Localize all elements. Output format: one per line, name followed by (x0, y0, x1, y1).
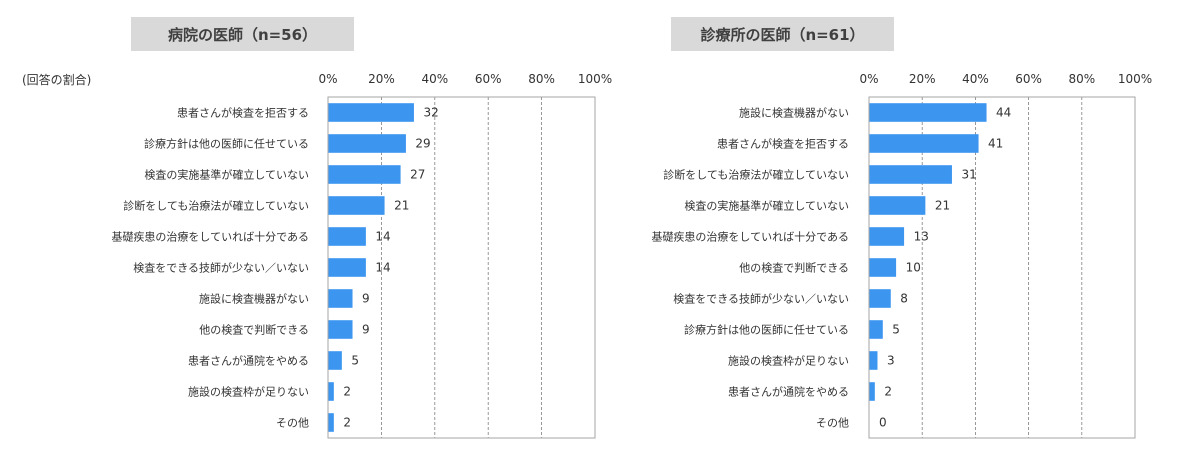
clinic-category-label: 施設の検査枠が足りない (728, 354, 849, 368)
clinic-category-label: 検査をできる技師が少ない／いない (673, 292, 849, 306)
hospital-tick-label: 0% (318, 72, 337, 86)
hospital-bar (328, 227, 366, 246)
hospital-tick-label: 20% (368, 72, 395, 86)
clinic-bar (869, 227, 905, 246)
clinic-category-label: 検査の実施基準が確立していない (684, 199, 849, 213)
hospital-category-label: 基礎疾患の治療をしていれば十分である (111, 230, 309, 244)
clinic-value-label: 8 (900, 292, 908, 306)
clinic-value-label: 31 (961, 168, 976, 182)
hospital-value-label: 14 (375, 261, 390, 275)
hospital-bar (328, 289, 353, 308)
clinic-bar (869, 258, 897, 277)
clinic-bar (869, 289, 891, 308)
clinic-value-label: 21 (935, 199, 950, 213)
clinic-category-label: 基礎疾患の治療をしていれば十分である (651, 230, 849, 244)
response-ratio-label: (回答の割合) (22, 73, 92, 87)
hospital-category-label: 検査をできる技師が少ない／いない (133, 261, 309, 275)
hospital-category-label: その他 (276, 417, 309, 430)
hospital-category-label: 患者さんが検査を拒否する (177, 106, 309, 120)
hospital-tick-label: 80% (528, 72, 555, 86)
clinic-tick-label: 60% (1015, 72, 1042, 86)
hospital-value-label: 32 (423, 106, 438, 120)
clinic-category-label: 診療方針は他の医師に任せている (684, 323, 849, 337)
clinic-bar (869, 320, 883, 339)
hospital-value-label: 2 (343, 385, 351, 399)
clinic-category-label: 患者さんが検査を拒否する (717, 137, 849, 151)
clinic-tick-label: 0% (859, 72, 878, 86)
hospital-bar (328, 134, 406, 153)
clinic-tick-label: 40% (962, 72, 989, 86)
hospital-value-label: 5 (351, 354, 359, 368)
clinic-value-label: 3 (887, 354, 895, 368)
clinic-bar (869, 382, 875, 401)
hospital-bar (328, 351, 342, 370)
hospital-category-label: 施設の検査枠が足りない (188, 385, 309, 399)
hospital-category-label: 患者さんが通院をやめる (188, 354, 309, 368)
hospital-value-label: 29 (415, 137, 430, 151)
hospital-tick-label: 100% (578, 72, 612, 86)
hospital-tick-label: 60% (475, 72, 502, 86)
clinic-category-label: 施設に検査機器がない (739, 106, 849, 120)
hospital-tick-label: 40% (421, 72, 448, 86)
hospital-category-label: 診療方針は他の医師に任せている (144, 137, 309, 151)
clinic-category-label: 患者さんが通院をやめる (728, 385, 849, 399)
hospital-bar (328, 382, 334, 401)
clinic-value-label: 13 (914, 230, 929, 244)
clinic-bar (869, 134, 979, 153)
hospital-value-label: 9 (362, 292, 370, 306)
hospital-bar (328, 413, 334, 432)
hospital-plot-frame (327, 96, 596, 439)
hospital-category-label: 他の検査で判断できる (199, 323, 309, 337)
clinic-tick-label: 100% (1118, 72, 1152, 86)
hospital-value-label: 27 (410, 168, 425, 182)
hospital-bar (328, 320, 353, 339)
clinic-category-label: 診断をしても治療法が確立していない (663, 168, 849, 182)
clinic-value-label: 44 (996, 106, 1011, 120)
clinic-bar (869, 103, 987, 122)
hospital-category-label: 診断をしても治療法が確立していない (123, 199, 309, 213)
hospital-bar (328, 258, 366, 277)
clinic-value-label: 5 (892, 323, 900, 337)
clinic-plot-frame (868, 96, 1136, 439)
hospital-bar (328, 165, 401, 184)
clinic-category-label: その他 (816, 417, 849, 430)
hospital-value-label: 21 (394, 199, 409, 213)
clinic-bar (869, 351, 878, 370)
clinic-value-label: 0 (879, 416, 887, 430)
hospital-category-label: 施設に検査機器がない (199, 292, 309, 306)
clinic-bar (869, 165, 952, 184)
clinic-value-label: 10 (906, 261, 921, 275)
clinic-chart-title: 診療所の医師（n=61） (671, 17, 894, 51)
clinic-tick-label: 80% (1068, 72, 1095, 86)
hospital-category-label: 検査の実施基準が確立していない (144, 168, 309, 182)
clinic-tick-label: 20% (909, 72, 936, 86)
hospital-bar (328, 196, 385, 215)
clinic-category-label: 他の検査で判断できる (739, 261, 849, 275)
hospital-bar (328, 103, 414, 122)
clinic-value-label: 2 (884, 385, 892, 399)
hospital-chart-title: 病院の医師（n=56） (131, 17, 354, 51)
hospital-value-label: 2 (343, 416, 351, 430)
hospital-value-label: 14 (375, 230, 390, 244)
hospital-value-label: 9 (362, 323, 370, 337)
clinic-bar (869, 196, 926, 215)
clinic-value-label: 41 (988, 137, 1003, 151)
